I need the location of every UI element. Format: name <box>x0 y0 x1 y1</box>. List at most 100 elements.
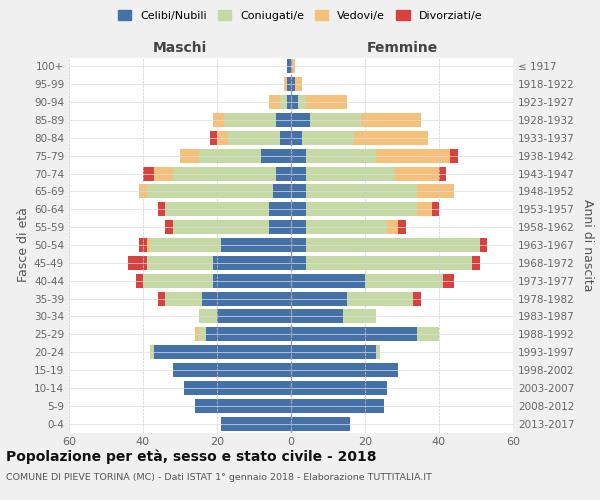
Bar <box>165 292 202 306</box>
Bar <box>139 238 147 252</box>
Bar <box>347 292 413 306</box>
Bar <box>269 220 291 234</box>
Bar <box>199 310 217 324</box>
Bar <box>173 363 291 377</box>
Bar <box>202 292 291 306</box>
Bar <box>306 166 395 180</box>
Y-axis label: Fasce di età: Fasce di età <box>17 208 30 282</box>
Bar <box>143 274 214 287</box>
Bar <box>472 256 480 270</box>
Bar <box>291 310 343 324</box>
Bar <box>310 113 361 127</box>
Bar <box>291 416 350 430</box>
Bar <box>376 345 380 359</box>
Bar <box>291 256 306 270</box>
Text: COMUNE DI PIEVE TORINA (MC) - Dati ISTAT 1° gennaio 2018 - Elaborazione TUTTITAL: COMUNE DI PIEVE TORINA (MC) - Dati ISTAT… <box>6 472 432 482</box>
Bar <box>376 148 450 162</box>
Text: Maschi: Maschi <box>153 41 207 55</box>
Bar <box>209 131 217 145</box>
Bar <box>291 220 306 234</box>
Bar <box>287 95 291 109</box>
Bar <box>306 220 387 234</box>
Bar <box>165 220 173 234</box>
Bar <box>158 202 165 216</box>
Bar <box>272 184 291 198</box>
Bar <box>417 202 431 216</box>
Bar <box>139 184 147 198</box>
Bar <box>287 78 291 91</box>
Bar <box>221 416 291 430</box>
Bar <box>439 166 446 180</box>
Bar <box>143 166 154 180</box>
Bar <box>291 166 306 180</box>
Bar <box>147 256 214 270</box>
Bar <box>387 220 398 234</box>
Bar <box>291 60 295 74</box>
Bar <box>306 238 480 252</box>
Bar <box>280 95 287 109</box>
Y-axis label: Anni di nascita: Anni di nascita <box>581 198 594 291</box>
Bar <box>306 202 417 216</box>
Bar <box>217 310 291 324</box>
Bar <box>291 78 295 91</box>
Bar <box>173 220 269 234</box>
Bar <box>291 399 383 412</box>
Bar <box>417 328 439 341</box>
Bar <box>184 381 291 395</box>
Bar <box>361 113 421 127</box>
Bar <box>214 256 291 270</box>
Bar <box>269 95 280 109</box>
Bar <box>217 131 228 145</box>
Bar <box>154 345 291 359</box>
Bar <box>195 399 291 412</box>
Bar <box>284 78 287 91</box>
Bar <box>291 292 347 306</box>
Bar <box>136 274 143 287</box>
Bar <box>287 60 291 74</box>
Bar <box>280 131 291 145</box>
Bar <box>158 292 165 306</box>
Bar <box>291 363 398 377</box>
Bar <box>443 274 454 287</box>
Bar <box>291 184 306 198</box>
Bar <box>291 95 298 109</box>
Bar <box>291 113 310 127</box>
Bar <box>306 95 347 109</box>
Bar <box>221 238 291 252</box>
Bar <box>214 113 224 127</box>
Bar <box>395 166 439 180</box>
Bar <box>199 328 206 341</box>
Bar <box>269 202 291 216</box>
Bar <box>365 274 443 287</box>
Bar <box>413 292 421 306</box>
Bar <box>398 220 406 234</box>
Bar <box>128 256 147 270</box>
Bar <box>262 148 291 162</box>
Bar <box>431 202 439 216</box>
Bar <box>306 184 417 198</box>
Bar <box>224 113 276 127</box>
Bar <box>180 148 199 162</box>
Bar <box>306 148 376 162</box>
Bar <box>173 166 276 180</box>
Bar <box>295 78 302 91</box>
Bar <box>147 238 151 252</box>
Bar <box>480 238 487 252</box>
Bar <box>214 274 291 287</box>
Bar <box>206 328 291 341</box>
Bar <box>195 328 199 341</box>
Bar <box>302 131 354 145</box>
Bar <box>199 148 262 162</box>
Bar <box>291 202 306 216</box>
Bar <box>291 345 376 359</box>
Legend: Celibi/Nubili, Coniugati/e, Vedovi/e, Divorziati/e: Celibi/Nubili, Coniugati/e, Vedovi/e, Di… <box>113 6 487 25</box>
Bar <box>450 148 458 162</box>
Bar <box>354 131 428 145</box>
Text: Femmine: Femmine <box>367 41 437 55</box>
Bar <box>306 256 472 270</box>
Bar <box>276 166 291 180</box>
Bar <box>228 131 280 145</box>
Bar <box>276 113 291 127</box>
Bar <box>154 166 173 180</box>
Bar <box>291 274 365 287</box>
